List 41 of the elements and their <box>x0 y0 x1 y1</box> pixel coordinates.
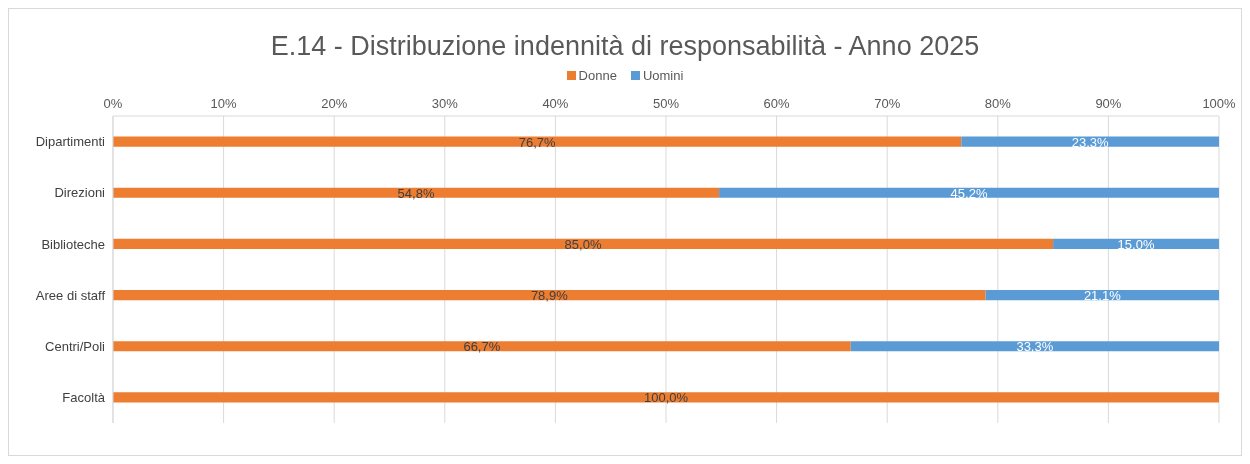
bar <box>113 392 1219 403</box>
y-tick-label: Direzioni <box>54 185 106 201</box>
data-label: 45,2% <box>950 185 988 201</box>
y-tick-label: Dipartimenti <box>35 134 106 150</box>
y-tick-label: Centri/Poli <box>45 338 106 354</box>
data-label: 100,0% <box>643 390 689 406</box>
x-tick-label: 30% <box>431 96 459 111</box>
chart-title: E.14 - Distribuzione indennità di responsabilità - Anno 2025 <box>269 31 981 62</box>
y-tick-label: Biblioteche <box>41 236 105 252</box>
x-tick-label: 50% <box>652 96 680 111</box>
bar <box>719 187 1219 198</box>
bar <box>113 341 851 352</box>
x-tick-label: 60% <box>763 96 791 111</box>
legend-label: Uomini <box>641 68 684 83</box>
x-tick-label: 100% <box>1202 96 1237 111</box>
data-label: 85,0% <box>564 236 602 252</box>
y-tick-label: Aree di staff <box>35 287 106 303</box>
bar <box>985 289 1219 301</box>
data-label: 15,0% <box>1117 236 1155 252</box>
x-tick-label: 20% <box>321 96 348 111</box>
legend-label: Donne <box>577 68 617 83</box>
data-label: 54,8% <box>397 185 435 201</box>
bar <box>961 136 1219 147</box>
y-tick-label: Facoltà <box>62 390 106 406</box>
data-label: 78,9% <box>530 288 569 304</box>
data-label: 66,7% <box>463 339 501 355</box>
bar <box>113 289 986 301</box>
x-tick-label: 0% <box>103 96 123 111</box>
data-label: 23,3% <box>1071 134 1110 150</box>
bar <box>850 341 1219 352</box>
x-tick-label: 10% <box>210 96 238 111</box>
x-tick-label: 80% <box>984 96 1012 111</box>
data-label: 21,1% <box>1083 288 1122 304</box>
bar <box>113 238 1054 250</box>
bar <box>113 187 720 198</box>
x-tick-label: 40% <box>542 96 569 111</box>
data-label: 33,3% <box>1016 339 1054 355</box>
x-tick-label: 90% <box>1095 96 1122 111</box>
bar <box>113 136 962 147</box>
x-tick-label: 70% <box>874 96 901 111</box>
data-label: 76,7% <box>518 134 557 150</box>
